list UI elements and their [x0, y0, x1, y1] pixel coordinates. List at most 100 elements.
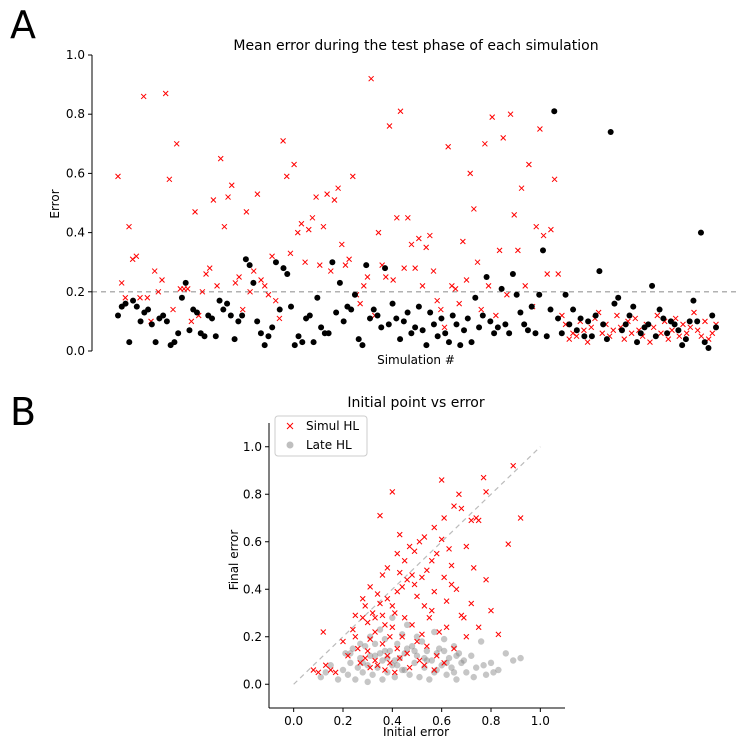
data-point-dot: [276, 306, 283, 313]
data-point-dot: [423, 647, 431, 655]
data-point-dot: [694, 318, 701, 325]
data-point-x: [482, 140, 488, 147]
data-point-dot: [349, 645, 357, 652]
data-point-dot: [363, 262, 370, 269]
data-point-x: [272, 297, 279, 304]
data-point-dot: [436, 645, 443, 652]
data-point-dot: [510, 657, 517, 664]
data-point-dot: [506, 330, 513, 337]
data-point-dot: [403, 645, 411, 652]
data-point-x: [335, 185, 341, 192]
data-point-x: [122, 294, 129, 301]
data-point-x: [443, 598, 450, 604]
data-point-x: [416, 538, 423, 545]
data-point-dot: [322, 669, 329, 676]
data-point-dot: [216, 297, 223, 304]
data-point-dot: [490, 669, 497, 676]
data-point-dot: [438, 315, 445, 322]
data-point-dot: [622, 321, 629, 328]
data-point-dot: [458, 659, 465, 667]
data-point-dot: [440, 647, 448, 655]
data-point-dot: [558, 330, 565, 337]
data-point-x: [364, 648, 371, 654]
data-point-dot: [443, 671, 450, 678]
data-point-x: [352, 612, 359, 619]
data-point-dot: [235, 318, 242, 325]
x-tick-label: 0.6: [432, 714, 451, 728]
data-point-x: [409, 622, 415, 628]
data-point-dot: [371, 652, 379, 659]
data-point-dot: [291, 342, 298, 349]
data-point-x: [372, 614, 378, 621]
data-point-x: [507, 111, 514, 118]
data-point-x: [369, 610, 376, 616]
data-point-x: [354, 645, 361, 652]
data-point-x: [406, 543, 413, 550]
data-point-dot: [374, 664, 381, 671]
data-point-dot: [401, 650, 408, 657]
x-tick-label: 0.8: [481, 714, 500, 728]
data-point-dot: [413, 633, 421, 640]
data-point-x: [647, 339, 653, 345]
data-point-dot: [656, 306, 663, 313]
data-point-x: [438, 477, 445, 483]
data-point-x: [599, 330, 606, 337]
data-point-dot: [418, 638, 426, 645]
data-point-x: [350, 626, 356, 633]
data-point-dot: [122, 300, 129, 307]
data-point-dot: [374, 312, 381, 319]
data-point-x: [431, 588, 438, 595]
data-point-x: [421, 534, 428, 540]
data-point-x: [399, 633, 406, 640]
data-point-x: [384, 565, 391, 571]
data-point-x: [362, 655, 369, 661]
data-point-dot: [371, 640, 379, 648]
data-point-dot: [509, 271, 516, 278]
data-point-dot: [433, 650, 440, 657]
data-point-x: [415, 235, 422, 242]
data-point-x: [406, 664, 413, 671]
data-point-x: [379, 612, 386, 619]
data-point-x: [391, 669, 398, 676]
data-point-dot: [357, 640, 364, 648]
data-point-x: [287, 250, 294, 257]
data-point-x: [468, 517, 475, 524]
data-point-x: [397, 108, 404, 115]
data-point-x: [118, 280, 125, 286]
data-point-dot: [227, 312, 234, 319]
data-point-x: [448, 562, 455, 569]
data-point-dot: [254, 318, 261, 325]
data-point-x: [393, 214, 400, 221]
data-point-x: [510, 462, 517, 469]
data-point-dot: [339, 666, 347, 674]
data-point-dot: [379, 676, 386, 683]
data-point-dot: [476, 324, 483, 331]
data-point-x: [364, 274, 371, 280]
data-point-x: [384, 652, 391, 659]
data-point-x: [291, 161, 297, 168]
data-point-x: [431, 667, 438, 673]
data-point-x: [424, 643, 430, 650]
data-point-dot: [713, 324, 719, 331]
data-point-x: [474, 259, 481, 266]
data-point-x: [680, 321, 686, 328]
data-point-x: [162, 90, 169, 97]
legend-dot-mark: [286, 441, 294, 449]
data-point-x: [441, 660, 447, 666]
data-point-x: [460, 238, 466, 245]
data-point-dot: [513, 291, 520, 298]
y-tick-label: 0.4: [243, 582, 262, 596]
data-point-x: [221, 223, 228, 230]
data-point-x: [480, 474, 487, 481]
data-point-x: [537, 126, 543, 132]
x-tick-label: 1.0: [531, 714, 550, 728]
data-point-dot: [603, 336, 610, 343]
data-point-dot: [679, 342, 686, 349]
data-point-x: [310, 667, 317, 673]
y-tick-label: 0.8: [66, 107, 85, 121]
y-tick-label: 0.0: [66, 344, 85, 358]
data-point-dot: [423, 657, 431, 664]
data-point-dot: [317, 673, 324, 681]
data-point-dot: [366, 652, 374, 659]
data-point-x: [483, 489, 489, 495]
